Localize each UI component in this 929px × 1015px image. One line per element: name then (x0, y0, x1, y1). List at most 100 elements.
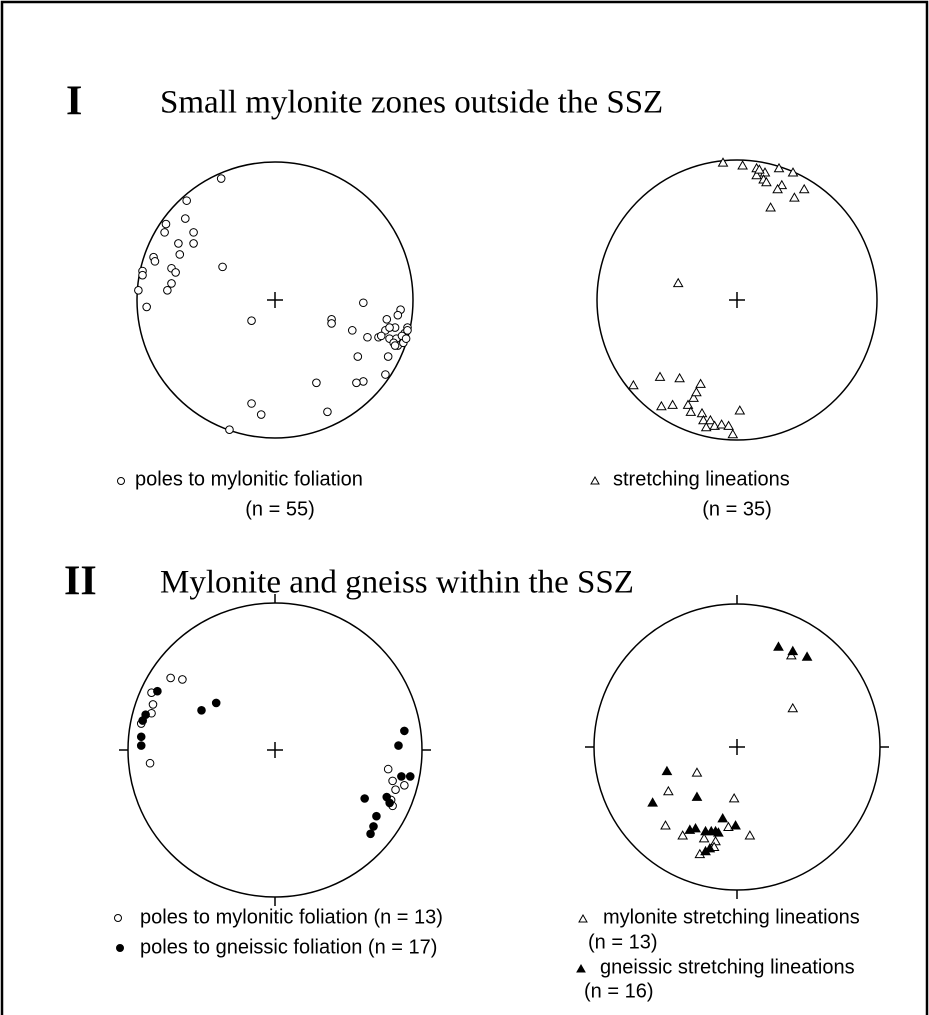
circle-point (142, 302, 151, 312)
legend-marker (576, 963, 586, 973)
triangle-point (798, 183, 810, 194)
triangle-point (698, 833, 710, 843)
primitive-circle (596, 159, 878, 441)
circle-point (163, 286, 172, 295)
circle-point (189, 228, 198, 237)
legend-label: mylonite stretching lineations (603, 906, 860, 928)
circle-point (403, 326, 412, 335)
circle-point (369, 822, 378, 831)
circle-point (197, 706, 206, 715)
circle-point (381, 370, 390, 379)
triangle-point (744, 830, 756, 840)
circle-point (382, 315, 392, 324)
circle-point (171, 268, 180, 277)
circle-point (366, 829, 375, 839)
triangle-point (691, 767, 703, 777)
triangle-point (772, 183, 783, 194)
circle-point (150, 257, 160, 266)
circle-point (393, 310, 403, 320)
triangle-point (728, 792, 740, 803)
triangle-point (685, 406, 697, 416)
legend-count: (n = 16) (584, 980, 653, 1002)
legend-marker (578, 913, 588, 923)
legend-label: poles to mylonitic foliation (135, 468, 363, 490)
legend-count: (n = 35) (702, 498, 771, 520)
circle-point (391, 785, 400, 794)
circle-point (385, 323, 394, 332)
circle-point (359, 298, 368, 308)
triangle-point (691, 791, 703, 801)
triangle-point (717, 812, 729, 823)
triangle-point (773, 641, 784, 651)
legend-label: gneissic stretching lineations (600, 956, 855, 978)
circle-point (218, 262, 227, 272)
circle-point (136, 732, 146, 742)
circle-point (160, 228, 169, 237)
section-title: Small mylonite zones outside the SSZ (160, 85, 663, 121)
circle-point (138, 716, 147, 725)
triangle-point (773, 162, 785, 173)
circle-point (385, 798, 394, 808)
circle-point (178, 675, 187, 684)
legend-marker (117, 477, 125, 485)
triangle-point (700, 845, 711, 856)
triangle-point (688, 392, 699, 402)
circle-point (397, 772, 406, 781)
circle-point (225, 425, 234, 435)
triangle-point (751, 169, 762, 180)
circle-point (312, 378, 321, 388)
circle-point (216, 174, 226, 183)
triangle-point (647, 797, 658, 807)
circle-point (390, 341, 400, 350)
triangle-point (684, 824, 696, 834)
legend-label: stretching lineations (613, 468, 790, 490)
triangle-point (789, 192, 800, 202)
circle-point (347, 326, 357, 335)
circle-point (138, 270, 147, 280)
triangle-point (710, 835, 721, 846)
circle-point (376, 331, 386, 341)
triangle-point (730, 820, 741, 830)
triangle-point (716, 419, 727, 429)
circle-point (166, 673, 175, 683)
triangle-point (765, 202, 776, 212)
legend-marker (116, 944, 124, 952)
triangle-point (713, 827, 724, 837)
center-cross (729, 739, 745, 755)
triangle-point (787, 645, 799, 656)
center-cross (267, 742, 283, 758)
legend-label: poles to mylonitic foliation (n = 13) (140, 906, 443, 928)
section-numeral: I (66, 79, 82, 125)
circle-point (256, 410, 266, 419)
circle-point (359, 377, 368, 386)
legend-count: (n = 13) (588, 931, 657, 953)
circle-point (383, 352, 393, 361)
triangle-point (787, 702, 799, 713)
triangle-point (698, 414, 709, 425)
center-cross (729, 292, 745, 308)
triangle-point (674, 372, 685, 383)
triangle-point (801, 651, 813, 661)
circle-point (136, 741, 146, 750)
legend-label: poles to gneissic foliation (n = 17) (140, 936, 437, 958)
circle-point (189, 239, 198, 248)
triangle-point (754, 164, 765, 174)
circle-point (352, 378, 361, 388)
triangle-point (677, 830, 689, 840)
circle-point (153, 686, 162, 696)
triangle-point (661, 765, 673, 776)
triangle-point (717, 157, 729, 167)
center-cross (267, 292, 283, 308)
circle-point (211, 698, 221, 708)
circle-point (323, 407, 332, 417)
triangle-point (723, 420, 734, 430)
legend-marker (114, 914, 122, 922)
circle-point (174, 239, 183, 248)
triangle-point (690, 823, 701, 833)
circle-point (405, 772, 415, 781)
circle-point (145, 758, 155, 768)
section-title: Mylonite and gneiss within the SSZ (160, 565, 634, 601)
triangle-point (667, 399, 678, 409)
